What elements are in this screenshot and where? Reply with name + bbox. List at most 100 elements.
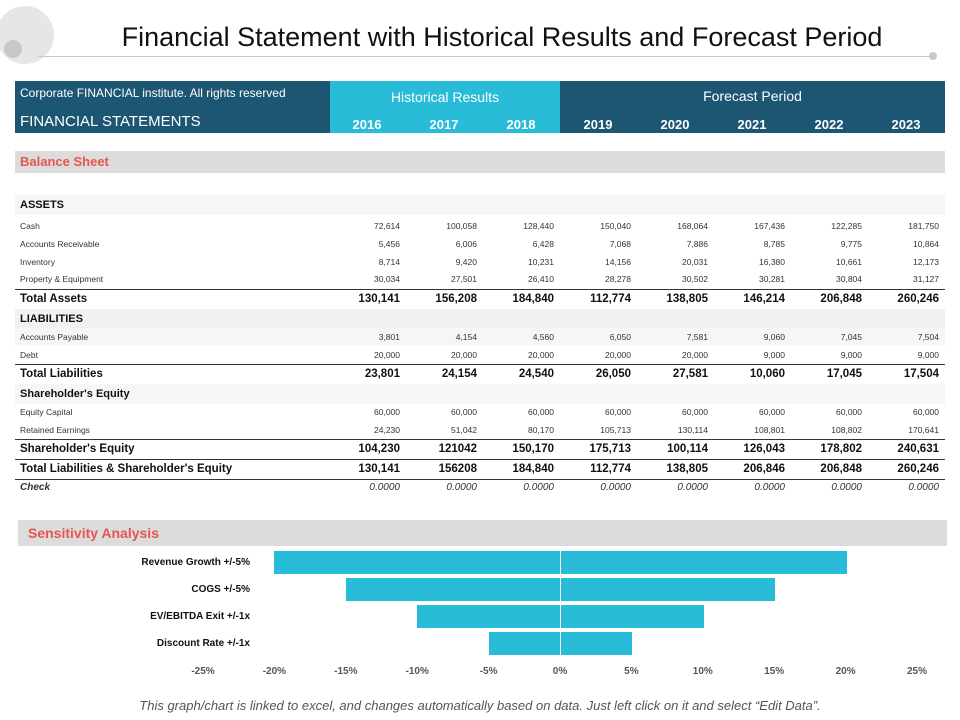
bar-negative[interactable] — [417, 605, 560, 628]
row-debt: Debt 20,000 20,000 20,000 20,000 20,000 9,000 9… — [15, 346, 945, 363]
cell-value: 175,713 — [589, 443, 631, 455]
bar-negative[interactable] — [488, 632, 560, 655]
x-tick-label: -10% — [405, 666, 429, 677]
year-header-2016: 2016 — [352, 117, 382, 132]
cell-value: 24,540 — [518, 368, 554, 380]
cell-value: 260,246 — [897, 293, 939, 305]
cell-value: 138,805 — [666, 463, 708, 475]
cell-value: 9,000 — [917, 350, 939, 360]
cell-value: 9,420 — [455, 257, 477, 267]
cell-value: 0.0000 — [677, 482, 708, 493]
tornado-chart[interactable]: Revenue Growth +/-5% COGS +/-5% EV/EBITDA … — [0, 548, 960, 688]
historical-results-label: Historical Results — [390, 89, 500, 105]
cell-value: 27,581 — [672, 368, 708, 380]
row-property-equipment: Property & Equipment 30,034 27,501 26,410 28… — [15, 270, 945, 287]
cell-value: 122,285 — [831, 221, 862, 231]
cell-value: 0.0000 — [446, 482, 477, 493]
category-label: EV/EBITDA Exit +/-1x — [150, 611, 250, 622]
row-accounts-receivable-label: Accounts Receivable — [20, 239, 100, 249]
cell-value: 206,848 — [820, 293, 862, 305]
cell-value: 7,068 — [609, 239, 631, 249]
cell-value: 10,060 — [749, 368, 785, 380]
cell-value: 150,170 — [512, 443, 554, 455]
header-left-block: Corporate FINANCIAL institute. All right… — [15, 81, 330, 133]
x-tick-label: 20% — [835, 666, 856, 677]
bar-positive[interactable] — [561, 578, 776, 601]
liabilities-heading: LIABILITIES — [15, 309, 945, 329]
bar-positive[interactable] — [561, 605, 704, 628]
cell-value: 112,774 — [590, 463, 631, 475]
cell-value: 6,428 — [532, 239, 554, 249]
cell-value: 60,000 — [528, 407, 554, 417]
cell-value: 9,775 — [840, 239, 862, 249]
cell-value: 100,114 — [667, 443, 708, 455]
x-tick-label: 15% — [764, 666, 785, 677]
bar-negative[interactable] — [274, 551, 560, 574]
row-total-assets: Total Assets 130,141 156,208 184,840 112,774… — [15, 289, 945, 309]
x-tick-label: -15% — [334, 666, 358, 677]
bar-positive[interactable] — [561, 632, 633, 655]
cell-value: 0.0000 — [831, 482, 862, 493]
cell-value: 0.0000 — [908, 482, 939, 493]
bar-positive[interactable] — [561, 551, 847, 574]
cell-value: 9,000 — [763, 350, 785, 360]
cell-value: 23,801 — [364, 368, 400, 380]
row-equity-capital: Equity Capital 60,000 60,000 60,000 60,000 60… — [15, 403, 945, 420]
cell-value: 128,440 — [523, 221, 554, 231]
row-inventory: Inventory 8,714 9,420 10,231 14,156 20,031 16,… — [15, 253, 945, 270]
cell-value: 0.0000 — [754, 482, 785, 493]
assets-heading-label: ASSETS — [20, 199, 65, 211]
row-property-equipment-label: Property & Equipment — [20, 274, 104, 284]
cell-value: 4,560 — [532, 332, 554, 342]
cell-value: 60,000 — [682, 407, 708, 417]
x-tick-label: 10% — [692, 666, 713, 677]
year-header-2023: 2023 — [891, 117, 921, 132]
cell-value: 26,410 — [528, 274, 554, 284]
cell-value: 156,208 — [435, 293, 477, 305]
cell-value: 206,848 — [820, 463, 862, 475]
cell-value: 130,114 — [677, 425, 708, 435]
cell-value: 20,031 — [682, 257, 708, 267]
cell-value: 30,281 — [759, 274, 785, 284]
cell-value: 30,502 — [682, 274, 708, 284]
cell-value: 20,000 — [605, 350, 631, 360]
x-tick-label: -25% — [191, 666, 215, 677]
row-equity-capital-label: Equity Capital — [20, 407, 73, 417]
cell-value: 31,127 — [913, 274, 939, 284]
cell-value: 7,886 — [686, 239, 708, 249]
zero-axis-line — [560, 548, 561, 658]
cell-value: 20,000 — [451, 350, 477, 360]
cell-value: 72,614 — [374, 221, 400, 231]
cell-value: 10,231 — [528, 257, 554, 267]
cell-value: 7,045 — [840, 332, 862, 342]
cell-value: 8,714 — [378, 257, 400, 267]
year-header-2021: 2021 — [737, 117, 767, 132]
cell-value: 30,804 — [836, 274, 862, 284]
cell-value: 100,058 — [446, 221, 477, 231]
cell-value: 146,214 — [743, 293, 785, 305]
cell-value: 10,864 — [913, 239, 939, 249]
equity-heading: Shareholder's Equity — [15, 384, 945, 404]
year-header-2019: 2019 — [583, 117, 613, 132]
cell-value: 16,380 — [759, 257, 785, 267]
cell-value: 156208 — [438, 463, 477, 475]
row-total-liabilities-equity-label: Total Liabilities & Shareholder's Equity — [20, 463, 233, 475]
x-tick-label: 0% — [552, 666, 568, 677]
year-header-2017: 2017 — [429, 117, 459, 132]
bar-negative[interactable] — [345, 578, 560, 601]
cell-value: 17,045 — [826, 368, 862, 380]
copyright-text: Corporate FINANCIAL institute. All right… — [20, 86, 286, 100]
cell-value: 126,043 — [743, 443, 785, 455]
cell-value: 8,785 — [763, 239, 785, 249]
category-label: COGS +/-5% — [191, 584, 250, 595]
cell-value: 0.0000 — [600, 482, 631, 493]
cell-value: 178,802 — [820, 443, 862, 455]
cell-value: 60,000 — [605, 407, 631, 417]
row-total-equity: Shareholder's Equity 104,230 121042 150,170… — [15, 439, 945, 459]
cell-value: 130,141 — [358, 293, 400, 305]
row-cash: Cash 72,614 100,058 128,440 150,040 168,064 16… — [15, 217, 945, 234]
cell-value: 60,000 — [451, 407, 477, 417]
cell-value: 0.0000 — [369, 482, 400, 493]
row-cash-label: Cash — [20, 221, 40, 231]
cell-value: 6,050 — [609, 332, 631, 342]
